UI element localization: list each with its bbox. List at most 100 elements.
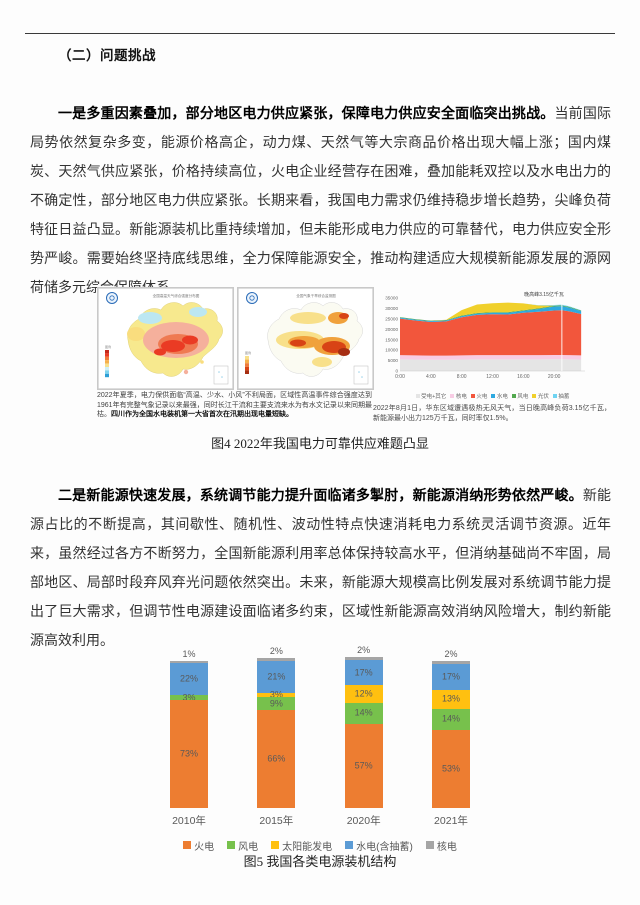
svg-text:25000: 25000 bbox=[385, 316, 398, 321]
svg-text:4:00: 4:00 bbox=[426, 374, 436, 380]
maps-footnote-bold: 四川作为全国水电装机第一大省首次在汛期出现电量短缺。 bbox=[111, 411, 293, 418]
figure-4-maps: 全国高温天气综合强度分布图 图例 bbox=[97, 287, 374, 390]
svg-text:35000: 35000 bbox=[385, 296, 398, 301]
paragraph-supply-challenge: 一是多重因素叠加，部分地区电力供应紧张，保障电力供应安全面临突出挑战。当前国际局… bbox=[30, 99, 611, 303]
legend-item: 核电 bbox=[425, 838, 457, 853]
legend-item: 太阳能发电 bbox=[271, 838, 332, 853]
legend-item: 水电(含抽蓄) bbox=[345, 838, 413, 853]
section-heading: （二）问题挑战 bbox=[58, 48, 156, 63]
legend-item: 火电 bbox=[183, 838, 214, 853]
svg-text:20000: 20000 bbox=[385, 327, 398, 332]
map-title: 全国高温天气综合强度分布图 bbox=[153, 293, 200, 298]
bar-segment: 9% bbox=[257, 696, 296, 711]
figure-4: 全国高温天气综合强度分布图 图例 bbox=[97, 287, 612, 427]
segment-percent-label: 3% bbox=[182, 692, 196, 703]
paragraph-body: 当前国际局势依然复杂多变，能源价格高企，动力煤、天然气等大宗商品价格出现大幅上涨… bbox=[30, 107, 612, 296]
segment-percent-label: 57% bbox=[354, 760, 373, 771]
svg-text:图例: 图例 bbox=[245, 350, 251, 355]
legend-swatch bbox=[415, 394, 420, 398]
bar-segment: 22% bbox=[170, 662, 208, 696]
bar-segment: 12% bbox=[344, 685, 383, 703]
bar-segment: 73% bbox=[170, 699, 208, 808]
bar-segment: 14% bbox=[344, 702, 383, 724]
legend-swatch bbox=[511, 394, 516, 398]
bar-segment bbox=[344, 657, 383, 660]
south-china-sea-inset bbox=[353, 365, 369, 385]
legend-swatch bbox=[227, 841, 236, 850]
segment-percent-label: 73% bbox=[179, 748, 198, 759]
figure-5-caption: 图5 我国各类电源装机结构 bbox=[243, 854, 397, 869]
bar-segment bbox=[257, 658, 296, 662]
paragraph-renewables-challenge: 二是新能源快速发展，系统调节能力提升面临诸多掣肘，新能源消纳形势依然严峻。新能源… bbox=[30, 481, 611, 656]
maps-footnote: 2022年夏季，电力保供面临“高温、少水、小风”不利局面，区域性高温事件综合强度… bbox=[97, 391, 372, 420]
legend-item: 风电 bbox=[227, 838, 258, 853]
bar-segment: 3% bbox=[170, 692, 208, 703]
bar-column: 2% 17% 13% 14% 53% 2021年 bbox=[431, 649, 470, 828]
nuclear-percent-label: 1% bbox=[182, 649, 196, 660]
segment-percent-label: 22% bbox=[179, 673, 198, 684]
segment-percent-label: 21% bbox=[267, 671, 286, 682]
stacked-area-chart: 0 5000 10000 15000 20000 25000 30000 35000 0:00 4… bbox=[385, 291, 585, 380]
bar-segment: 3% bbox=[257, 690, 296, 699]
segment-percent-label: 53% bbox=[441, 763, 460, 774]
bar-stack: 21% 3% 9% 66% bbox=[257, 658, 296, 808]
bar-chart-legend: 火电 风电 太阳能发电 水电(含抽蓄) 核电 bbox=[160, 838, 480, 853]
bar-segment: 57% bbox=[344, 723, 383, 808]
svg-text:12:00: 12:00 bbox=[486, 374, 499, 380]
figure-5: 1% 22% 3% 73% 2010年 2% 21% 3% 9% 66% 2015年 2% 17% 12%… bbox=[160, 645, 480, 853]
svg-text:0: 0 bbox=[395, 369, 398, 374]
svg-text:图例: 图例 bbox=[105, 344, 111, 349]
svg-text:5000: 5000 bbox=[388, 358, 399, 363]
legend-item: 核电 bbox=[450, 392, 467, 400]
bar-segment: 66% bbox=[257, 710, 296, 808]
segment-percent-label: 17% bbox=[441, 671, 460, 682]
bar-segment bbox=[431, 661, 470, 665]
legend-swatch bbox=[425, 841, 434, 850]
bar-x-label: 2020年 bbox=[346, 814, 381, 827]
legend-swatch bbox=[532, 394, 537, 398]
chart-footnote: 2022年8月1日，华东区域遭遇极热无风天气，当日晚高峰负荷3.15亿千瓦，新能… bbox=[373, 405, 611, 422]
segment-percent-label: 9% bbox=[269, 698, 283, 709]
weather-agency-logo-icon bbox=[246, 292, 258, 304]
bar-column: 2% 17% 12% 14% 57% 2020年 bbox=[344, 645, 383, 828]
svg-text:15000: 15000 bbox=[385, 337, 398, 342]
paragraph-body: 新能源占比的不断提高，其间歇性、随机性、波动性特点快速消耗电力系统灵活调节资源。… bbox=[30, 489, 612, 649]
map-title: 全国气象干旱综合监测图 bbox=[296, 293, 336, 298]
bar-segment: 53% bbox=[431, 729, 470, 808]
bar-column: 1% 22% 3% 73% 2010年 bbox=[170, 649, 208, 827]
map-legend-colorbar: 图例 bbox=[245, 350, 251, 374]
bar-stack: 22% 3% 73% bbox=[170, 661, 208, 808]
maps-footnote-text: 2022年夏季，电力保供面临“高温、少水、小风”不利局面，区域性高温事件综合强度… bbox=[97, 392, 372, 418]
figure-4-caption: 图4 2022年我国电力可靠供应难题凸显 bbox=[211, 436, 429, 451]
legend-swatch bbox=[552, 394, 557, 398]
bar-segment: 17% bbox=[344, 659, 383, 686]
paragraph-lead-bold: 一是多重因素叠加，部分地区电力供应紧张，保障电力供应安全面临突出挑战。 bbox=[58, 105, 555, 121]
bar-x-label: 2010年 bbox=[172, 814, 206, 827]
legend-item: 受电+其它 bbox=[415, 392, 446, 400]
legend-item: 水电 bbox=[491, 392, 508, 400]
bar-segment: 14% bbox=[431, 708, 470, 730]
bar-x-label: 2015年 bbox=[259, 814, 294, 827]
legend-item: 抽蓄 bbox=[552, 392, 569, 400]
weather-agency-logo-icon bbox=[106, 292, 118, 304]
bar-stack: 17% 12% 14% 57% bbox=[344, 657, 383, 808]
svg-text:0:00: 0:00 bbox=[395, 374, 405, 380]
legend-swatch bbox=[491, 394, 496, 398]
south-china-sea-inset bbox=[213, 365, 229, 385]
segment-percent-label: 14% bbox=[354, 707, 373, 718]
china-map-shape bbox=[127, 302, 223, 377]
nuclear-percent-label: 2% bbox=[269, 646, 283, 657]
nuclear-percent-label: 2% bbox=[444, 649, 458, 660]
map-drought-monitor: 全国气象干旱综合监测图 图例 bbox=[237, 287, 374, 390]
legend-swatch bbox=[183, 841, 192, 850]
svg-text:晚高峰3.15亿千瓦: 晚高峰3.15亿千瓦 bbox=[524, 291, 564, 298]
nuclear-percent-label: 2% bbox=[357, 645, 371, 655]
segment-percent-label: 12% bbox=[354, 688, 373, 699]
bar-segment: 21% bbox=[257, 661, 296, 693]
legend-swatch bbox=[470, 394, 475, 398]
map-high-temperature: 全国高温天气综合强度分布图 图例 bbox=[97, 287, 234, 390]
svg-text:10000: 10000 bbox=[385, 348, 398, 353]
paragraph-lead-bold: 二是新能源快速发展，系统调节能力提升面临诸多掣肘，新能源消纳形势依然严峻。 bbox=[58, 487, 583, 503]
svg-text:16:00: 16:00 bbox=[517, 374, 530, 380]
